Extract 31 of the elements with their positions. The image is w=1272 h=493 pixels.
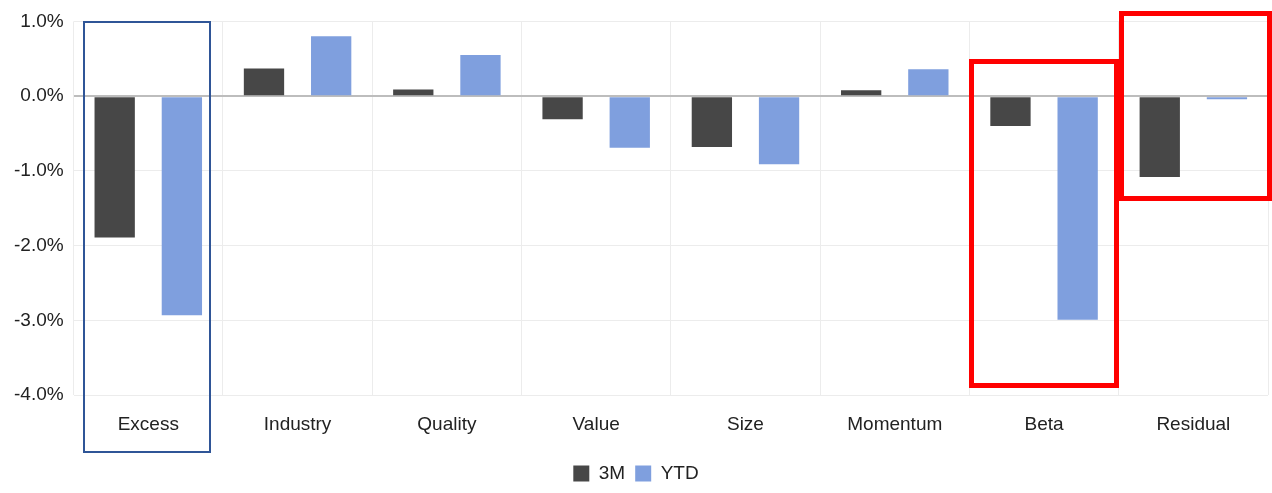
x-tick-label: Size (726, 412, 764, 434)
bar (609, 97, 650, 148)
y-tick-label: 1.0% (20, 9, 64, 31)
bar (841, 90, 882, 96)
x-tick-label: Beta (1024, 412, 1065, 434)
bar (908, 69, 949, 96)
y-tick-label: -4.0% (13, 383, 64, 405)
x-tick-label: Value (572, 412, 620, 434)
legend-label: YTD (660, 461, 699, 483)
legend-label: 3M (598, 461, 626, 483)
bar (691, 97, 733, 147)
y-tick-label: 0.0% (20, 84, 64, 106)
x-tick-label: Quality (417, 412, 477, 434)
bar (393, 89, 434, 96)
x-tick-label: Residual (1156, 412, 1231, 434)
x-tick-label: Industry (263, 412, 332, 434)
bar (758, 97, 800, 165)
bar (542, 97, 583, 120)
x-tick-label: Excess (117, 412, 179, 434)
bar (460, 55, 501, 96)
y-tick-label: -3.0% (13, 308, 64, 330)
bar (990, 97, 1031, 127)
bar (243, 68, 285, 96)
y-tick-label: -1.0% (13, 159, 64, 181)
bar (1139, 97, 1180, 177)
bar (94, 97, 135, 238)
bar (311, 36, 352, 96)
x-tick-label: Momentum (847, 412, 943, 434)
bar (161, 97, 203, 316)
bar (1057, 97, 1098, 320)
y-tick-label: -2.0% (13, 233, 64, 255)
